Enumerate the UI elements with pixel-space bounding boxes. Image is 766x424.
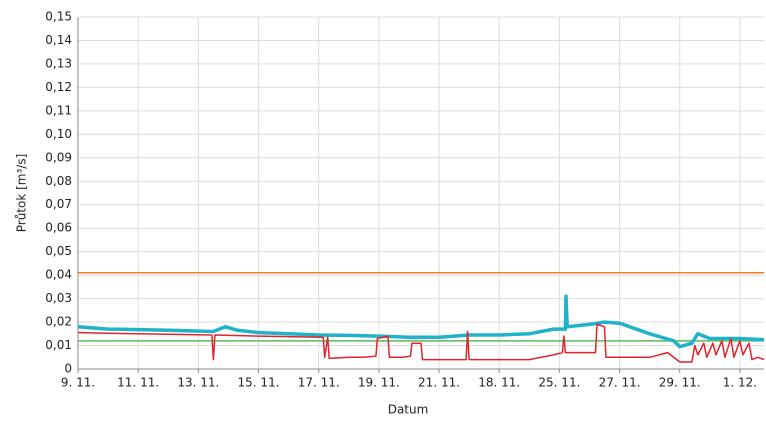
y-tick-label: 0,05 bbox=[45, 244, 72, 258]
x-tick-label: 9. 11. bbox=[61, 376, 95, 390]
x-tick-label: 15. 11. bbox=[238, 376, 280, 390]
y-tick-label: 0,06 bbox=[45, 221, 72, 235]
y-tick-label: 0,09 bbox=[45, 150, 72, 164]
x-tick-label: 25. 11. bbox=[538, 376, 580, 390]
y-tick-label: 0,03 bbox=[45, 291, 72, 305]
x-tick-label: 29. 11. bbox=[659, 376, 701, 390]
x-axis-label: Datum bbox=[388, 403, 429, 417]
y-tick-label: 0,12 bbox=[45, 80, 72, 94]
x-tick-label: 13. 11. bbox=[177, 376, 219, 390]
y-tick-label: 0,04 bbox=[45, 268, 72, 282]
x-tick-label: 11. 11. bbox=[117, 376, 159, 390]
y-tick-label: 0,07 bbox=[45, 197, 72, 211]
x-tick-label: 27. 11. bbox=[599, 376, 641, 390]
y-tick-label: 0,02 bbox=[45, 315, 72, 329]
x-tick-label: 21. 11. bbox=[418, 376, 460, 390]
x-tick-label: 18. 11. bbox=[478, 376, 520, 390]
y-axis-label: Průtok [m³/s] bbox=[15, 154, 29, 233]
x-tick-label: 17. 11. bbox=[298, 376, 340, 390]
y-tick-label: 0,01 bbox=[45, 338, 72, 352]
y-tick-label: 0 bbox=[64, 362, 72, 376]
y-tick-label: 0,14 bbox=[45, 33, 72, 47]
y-tick-label: 0,13 bbox=[45, 56, 72, 70]
data-line bbox=[77, 323, 765, 363]
y-tick-label: 0,08 bbox=[45, 174, 72, 188]
y-tick-label: 0,10 bbox=[45, 127, 72, 141]
x-tick-label: 19. 11. bbox=[358, 376, 400, 390]
y-tick-label: 0,11 bbox=[45, 103, 72, 117]
y-tick-label: 0,15 bbox=[45, 10, 72, 24]
data-line bbox=[77, 294, 765, 349]
x-tick-label: 1. 12. bbox=[723, 376, 757, 390]
